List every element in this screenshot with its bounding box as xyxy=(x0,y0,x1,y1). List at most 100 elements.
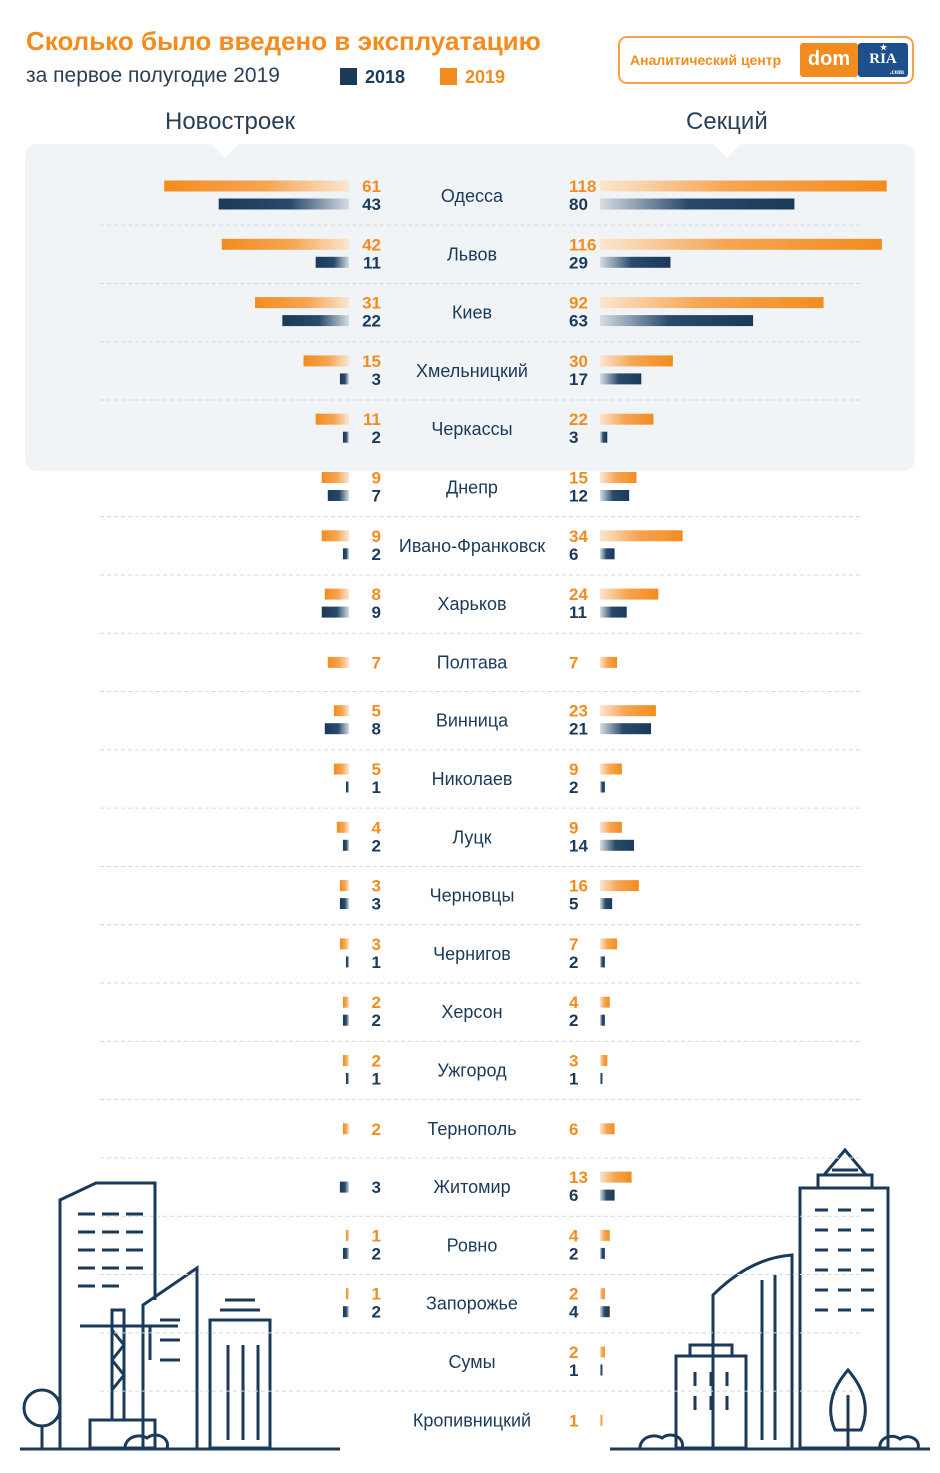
bar-novostroek-2019 xyxy=(321,530,349,542)
chart-row: Николаев 51 92 xyxy=(100,749,860,797)
city-label: Полтава xyxy=(437,652,508,672)
value-sekciy-2019: 9 xyxy=(569,818,578,837)
bar-sekciy-2019 xyxy=(600,705,656,717)
bar-sekciy-2019 xyxy=(600,355,673,367)
value-sekciy-2019: 3 xyxy=(569,1052,578,1071)
value-sekciy-2019: 1 xyxy=(569,1411,578,1430)
bar-novostroek-2018 xyxy=(345,781,349,793)
city-label: Одесса xyxy=(441,186,504,206)
city-label: Луцк xyxy=(452,827,491,847)
value-novostroek-2018: 7 xyxy=(372,487,381,506)
value-sekciy-2018: 11 xyxy=(569,603,587,622)
bar-sekciy-2018 xyxy=(600,1364,603,1376)
legend-label-2019: 2019 xyxy=(465,67,506,87)
city-label: Ровно xyxy=(447,1235,498,1255)
bar-sekciy-2019 xyxy=(600,238,882,250)
bar-sekciy-2019 xyxy=(600,180,887,192)
right-buildings-illustration xyxy=(610,1147,930,1451)
value-novostroek-2018: 22 xyxy=(362,312,381,331)
value-novostroek-2019: 5 xyxy=(372,702,381,721)
bar-sekciy-2019 xyxy=(600,588,659,600)
bar-sekciy-2019 xyxy=(600,880,639,892)
bar-sekciy-2019 xyxy=(600,763,622,775)
right-column-title: Секций xyxy=(686,108,768,135)
bar-sekciy-2018 xyxy=(600,781,605,793)
value-sekciy-2019: 9 xyxy=(569,760,578,779)
legend-item-2019: 2019 xyxy=(440,67,505,88)
bar-novostroek-2019 xyxy=(327,656,349,668)
left-title-pointer xyxy=(211,144,239,158)
value-sekciy-2019: 13 xyxy=(569,1168,588,1187)
legend-swatch-2019 xyxy=(440,68,457,85)
chart-row: Кропивницкий 1 xyxy=(100,1390,860,1430)
chart-row: Полтава 7 7 xyxy=(100,632,860,672)
bar-novostroek-2018 xyxy=(327,490,349,501)
city-label: Киев xyxy=(452,303,492,323)
bar-sekciy-2019 xyxy=(600,1123,615,1135)
star-icon: ★ xyxy=(880,43,888,52)
bar-novostroek-2019 xyxy=(342,1123,349,1135)
bar-sekciy-2018 xyxy=(600,1189,615,1201)
value-sekciy-2019: 7 xyxy=(569,653,578,672)
bar-sekciy-2019 xyxy=(600,1055,608,1066)
city-label: Днепр xyxy=(446,478,498,498)
bar-sekciy-2019 xyxy=(600,1288,605,1300)
bar-sekciy-2018 xyxy=(600,198,795,210)
dom-ria-logo: Аналитический центр dom ★ RIA .com xyxy=(618,36,914,84)
bar-novostroek-2018 xyxy=(339,373,349,385)
value-sekciy-2019: 7 xyxy=(569,935,578,954)
value-novostroek-2018: 1 xyxy=(372,1070,381,1089)
city-label: Николаев xyxy=(432,769,513,789)
value-novostroek-2018: 9 xyxy=(372,603,381,622)
value-novostroek-2018: 2 xyxy=(372,836,381,855)
value-sekciy-2019: 4 xyxy=(569,993,579,1012)
value-novostroek-2018: 3 xyxy=(372,370,381,389)
bar-novostroek-2018 xyxy=(315,256,349,268)
value-sekciy-2019: 2 xyxy=(569,1285,578,1304)
left-buildings-illustration xyxy=(20,1181,340,1451)
bar-sekciy-2018 xyxy=(600,1073,603,1084)
value-sekciy-2018: 80 xyxy=(569,195,588,214)
chart-subtitle: за первое полугодие 2019 xyxy=(26,64,280,87)
bar-novostroek-2019 xyxy=(345,1288,349,1300)
chart-row: Житомир 3 136 xyxy=(100,1157,860,1205)
value-sekciy-2019: 34 xyxy=(569,527,588,546)
city-label: Житомир xyxy=(433,1177,510,1197)
bar-novostroek-2018 xyxy=(342,431,349,443)
legend-item-2018: 2018 xyxy=(340,67,405,88)
value-novostroek-2019: 9 xyxy=(372,527,381,546)
city-label: Ужгород xyxy=(437,1061,507,1081)
value-novostroek-2019: 4 xyxy=(372,818,382,837)
bar-novostroek-2019 xyxy=(342,996,349,1008)
bar-sekciy-2019 xyxy=(600,938,618,950)
bar-sekciy-2019 xyxy=(600,472,637,483)
bar-novostroek-2019 xyxy=(315,413,349,425)
bar-sekciy-2019 xyxy=(600,1171,632,1183)
value-novostroek-2019: 9 xyxy=(372,469,381,488)
chart-row: Ивано-Франковск 92 346 xyxy=(100,516,860,564)
bar-novostroek-2018 xyxy=(339,898,349,910)
city-label: Черновцы xyxy=(430,886,515,906)
value-novostroek-2019: 61 xyxy=(362,177,381,196)
value-sekciy-2019: 2 xyxy=(569,1343,578,1362)
value-novostroek-2018: 11 xyxy=(363,253,381,272)
bar-sekciy-2018 xyxy=(600,1306,610,1318)
city-label: Львов xyxy=(447,244,497,264)
value-sekciy-2018: 2 xyxy=(569,1244,578,1263)
value-novostroek-2019: 5 xyxy=(372,760,381,779)
value-sekciy-2018: 29 xyxy=(569,253,588,272)
value-sekciy-2018: 2 xyxy=(569,778,578,797)
value-novostroek-2019: 8 xyxy=(372,585,381,604)
bar-sekciy-2019 xyxy=(600,413,654,425)
value-novostroek-2019: 3 xyxy=(372,935,381,954)
value-novostroek-2019: 11 xyxy=(363,410,381,429)
bar-novostroek-2019 xyxy=(303,355,349,367)
value-sekciy-2018: 3 xyxy=(569,428,578,447)
chart-row: Черновцы 33 165 xyxy=(100,865,860,914)
bar-novostroek-2019 xyxy=(342,1055,349,1066)
value-novostroek-2019: 2 xyxy=(372,1052,381,1071)
